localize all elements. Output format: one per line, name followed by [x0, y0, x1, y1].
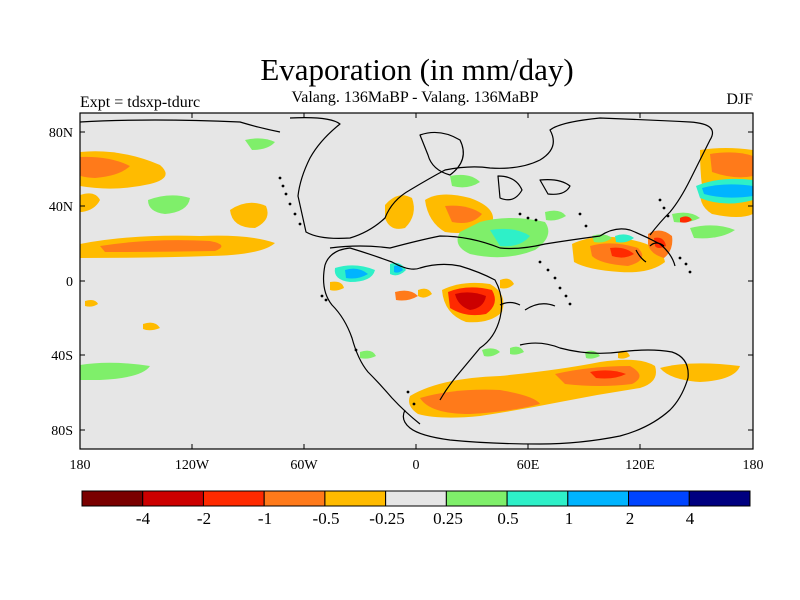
lon-label-60w: 60W: [290, 458, 318, 473]
colorbar-swatch: [81, 490, 144, 507]
colorbar-label: -2: [197, 509, 211, 528]
colorbar-label: -4: [136, 509, 151, 528]
lon-label-120e: 120E: [625, 458, 655, 473]
colorbar: [81, 490, 751, 507]
colorbar-label: 4: [686, 509, 695, 528]
colorbar-swatch: [202, 490, 265, 507]
lon-label-180-right: 180: [743, 458, 764, 473]
lat-axis: [80, 131, 753, 431]
colorbar-label: 0.25: [433, 509, 463, 528]
lat-label-40s: 40S: [51, 349, 73, 364]
season-label: DJF: [726, 91, 753, 108]
lon-tick-labels: 180 120W 60W 0 60E 120E 180: [70, 458, 764, 473]
colorbar-label: -1: [258, 509, 272, 528]
lat-tick-labels: 80N 40N 0 40S 80S: [49, 126, 73, 439]
lat-label-80s: 80S: [51, 424, 73, 439]
lat-label-80n: 80N: [49, 126, 73, 141]
colorbar-swatch: [142, 490, 204, 507]
colorbar-swatch: [506, 490, 569, 507]
colorbar-label: -0.5: [313, 509, 340, 528]
anomaly-fields: [80, 138, 753, 418]
coastlines: [80, 117, 714, 445]
map-subtitle: Valang. 136MaBP - Valang. 136MaBP: [291, 89, 539, 106]
lon-axis: [191, 113, 641, 449]
field-north-atlantic: [245, 138, 275, 150]
field-n-pacific-orange: [230, 202, 268, 228]
colorbar-label: -0.25: [369, 509, 404, 528]
lat-label-40n: 40N: [49, 200, 73, 215]
colorbar-swatch: [263, 490, 326, 507]
lat-label-0: 0: [66, 275, 73, 290]
map-title: Evaporation (in mm/day): [260, 52, 574, 87]
colorbar-swatch: [688, 490, 751, 507]
colorbar-label: 1: [565, 509, 574, 528]
colorbar-swatch: [445, 490, 508, 507]
colorbar-label: 0.5: [497, 509, 518, 528]
field-n-pacific-green: [148, 195, 190, 214]
island-dots: [278, 176, 692, 406]
colorbar-labels: -4 -2 -1 -0.5 -0.25 0.25 0.5 1 2 4: [136, 509, 695, 528]
colorbar-swatch: [567, 490, 630, 507]
colorbar-swatch: [324, 490, 387, 507]
colorbar-swatch: [628, 490, 690, 507]
lon-label-60e: 60E: [517, 458, 540, 473]
lon-label-180-left: 180: [70, 458, 91, 473]
colorbar-swatch: [385, 490, 447, 507]
colorbar-label: 2: [626, 509, 635, 528]
lon-label-120w: 120W: [175, 458, 210, 473]
experiment-label: Expt = tdsxp-tdurc: [80, 94, 201, 111]
lon-label-0: 0: [413, 458, 420, 473]
